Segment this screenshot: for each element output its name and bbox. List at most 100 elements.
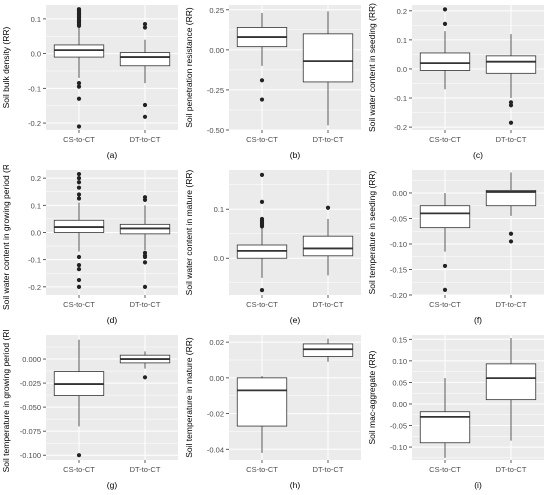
boxplot-panel-6: -0.20 -0.15 -0.10 -0.05 0.00 CS-to-CT DT-to-CT…	[367, 170, 544, 325]
y-axis-title: Soil water content in seeding (RR)	[367, 3, 377, 132]
y-tick-label: -0.050	[20, 403, 41, 412]
box-cs-to-ct	[419, 7, 471, 90]
x-tick-label: DT-to-CT	[130, 465, 161, 474]
panel-label: (a)	[107, 150, 118, 160]
box-dt-to-ct	[485, 172, 537, 244]
y-tick-label: -0.075	[20, 427, 41, 436]
y-axis-title: Soil mac-aggregate (RR)	[367, 350, 377, 444]
y-tick-label: -0.50	[207, 126, 224, 135]
outlier-point	[259, 199, 265, 204]
y-tick-label: 0.1	[31, 201, 41, 210]
outlier-point	[508, 100, 514, 105]
x-tick-label: CS-to-CT	[246, 135, 278, 144]
outlier-point	[142, 375, 148, 380]
x-tick-label: DT-to-CT	[496, 465, 527, 474]
y-tick-label: 0.00	[392, 189, 407, 198]
plot-background	[412, 170, 544, 295]
box-cs-to-ct	[419, 378, 471, 458]
outlier-point	[142, 102, 148, 108]
y-tick-label: 0.2	[397, 7, 407, 16]
y-tick-label: -0.15	[390, 265, 407, 274]
x-tick-label: DT-to-CT	[496, 300, 527, 309]
x-tick-label: CS-to-CT	[246, 465, 278, 474]
x-tick-label: DT-to-CT	[313, 135, 344, 144]
box-dt-to-ct	[119, 21, 171, 119]
outlier-point	[76, 192, 82, 197]
x-tick-label: DT-to-CT	[130, 300, 161, 309]
outlier-point	[442, 7, 448, 12]
y-tick-label: 0.0	[397, 65, 407, 74]
box-cs-to-ct	[53, 7, 105, 129]
boxplot-panel-7: -0.100 -0.075 -0.050 -0.025 0.000 CS-to-CT DT-…	[1, 330, 178, 490]
box-cs-to-ct	[236, 172, 288, 293]
box-dt-to-ct	[485, 34, 537, 125]
x-tick-label: CS-to-CT	[246, 300, 278, 309]
outlier-point	[508, 103, 514, 108]
plot-background	[46, 335, 178, 460]
plot-background	[229, 170, 361, 295]
outlier-point	[142, 260, 148, 265]
x-tick-label: CS-to-CT	[429, 300, 461, 309]
outlier-point	[508, 239, 514, 244]
iqr-box	[419, 52, 471, 71]
y-tick-label: -0.10	[390, 443, 407, 452]
outlier-point	[76, 171, 82, 177]
outlier-point	[76, 81, 82, 86]
iqr-box	[485, 55, 537, 74]
box-dt-to-ct	[119, 195, 171, 289]
y-tick-label: 0.10	[392, 357, 407, 366]
y-tick-label: -0.1	[28, 84, 41, 93]
outlier-point	[76, 196, 82, 201]
box-cs-to-ct	[419, 192, 471, 292]
outlier-point	[76, 185, 82, 190]
boxplot-panel-9: -0.10 -0.05 0.00 0.05 0.10 0.15 CS-to-CT DT-to-…	[367, 335, 544, 490]
y-axis-title: Soil temperature in growing period (RR)	[1, 330, 11, 472]
outlier-point	[142, 254, 148, 260]
y-tick-label: 0.02	[209, 338, 224, 347]
outlier-point	[142, 21, 148, 27]
y-axis-title: Soil water content in mature (RR)	[184, 170, 194, 296]
y-tick-label: 0.0	[31, 50, 41, 59]
y-tick-label: -0.025	[20, 379, 41, 388]
x-tick-label: CS-to-CT	[63, 465, 95, 474]
panel-label: (d)	[107, 315, 118, 325]
outlier-point	[76, 180, 82, 185]
iqr-box	[236, 377, 288, 427]
x-tick-label: DT-to-CT	[313, 465, 344, 474]
outlier-point	[325, 205, 331, 210]
y-tick-label: 0.000	[22, 355, 41, 364]
iqr-box	[419, 205, 471, 229]
outlier-point	[259, 97, 265, 102]
y-tick-label: -0.04	[207, 445, 224, 454]
outlier-point	[508, 120, 514, 125]
x-tick-label: CS-to-CT	[63, 300, 95, 309]
y-tick-label: 0.1	[31, 15, 41, 24]
y-tick-label: -0.20	[390, 291, 407, 300]
outlier-point	[76, 254, 82, 260]
panel-label: (f)	[474, 315, 482, 325]
panel-label: (i)	[474, 480, 482, 490]
panel-label: (c)	[473, 150, 483, 160]
y-tick-label: -0.02	[207, 410, 224, 419]
iqr-box	[302, 33, 354, 83]
panel-label: (g)	[107, 480, 118, 490]
box-dt-to-ct	[485, 338, 537, 441]
outlier-point	[76, 124, 82, 129]
y-tick-label: 0.25	[209, 6, 224, 15]
boxplot-panel-1: -0.2 -0.1 0.0 0.1 CS-to-CT DT-to-CT Soil bulk …	[1, 5, 178, 160]
boxplot-panel-5: 0.0 0.1 CS-to-CT DT-to-CT Soil water content…	[184, 170, 361, 325]
y-tick-label: -0.10	[390, 240, 407, 249]
y-axis-title: Soil bulk density (RR)	[1, 26, 11, 108]
y-tick-label: 0.00	[209, 374, 224, 383]
outlier-point	[142, 197, 148, 202]
y-tick-label: -0.2	[394, 123, 407, 132]
panel-label: (e)	[290, 315, 301, 325]
outlier-point	[76, 263, 82, 268]
panel-label: (b)	[290, 150, 301, 160]
y-tick-label: -0.2	[28, 119, 41, 128]
outlier-point	[442, 21, 448, 26]
boxplot-panel-4: -0.2 -0.1 0.0 0.1 0.2 CS-to-CT DT-to-CT Soil wa…	[1, 165, 178, 325]
y-tick-label: 0.1	[397, 36, 407, 45]
y-tick-label: 0.0	[31, 229, 41, 238]
